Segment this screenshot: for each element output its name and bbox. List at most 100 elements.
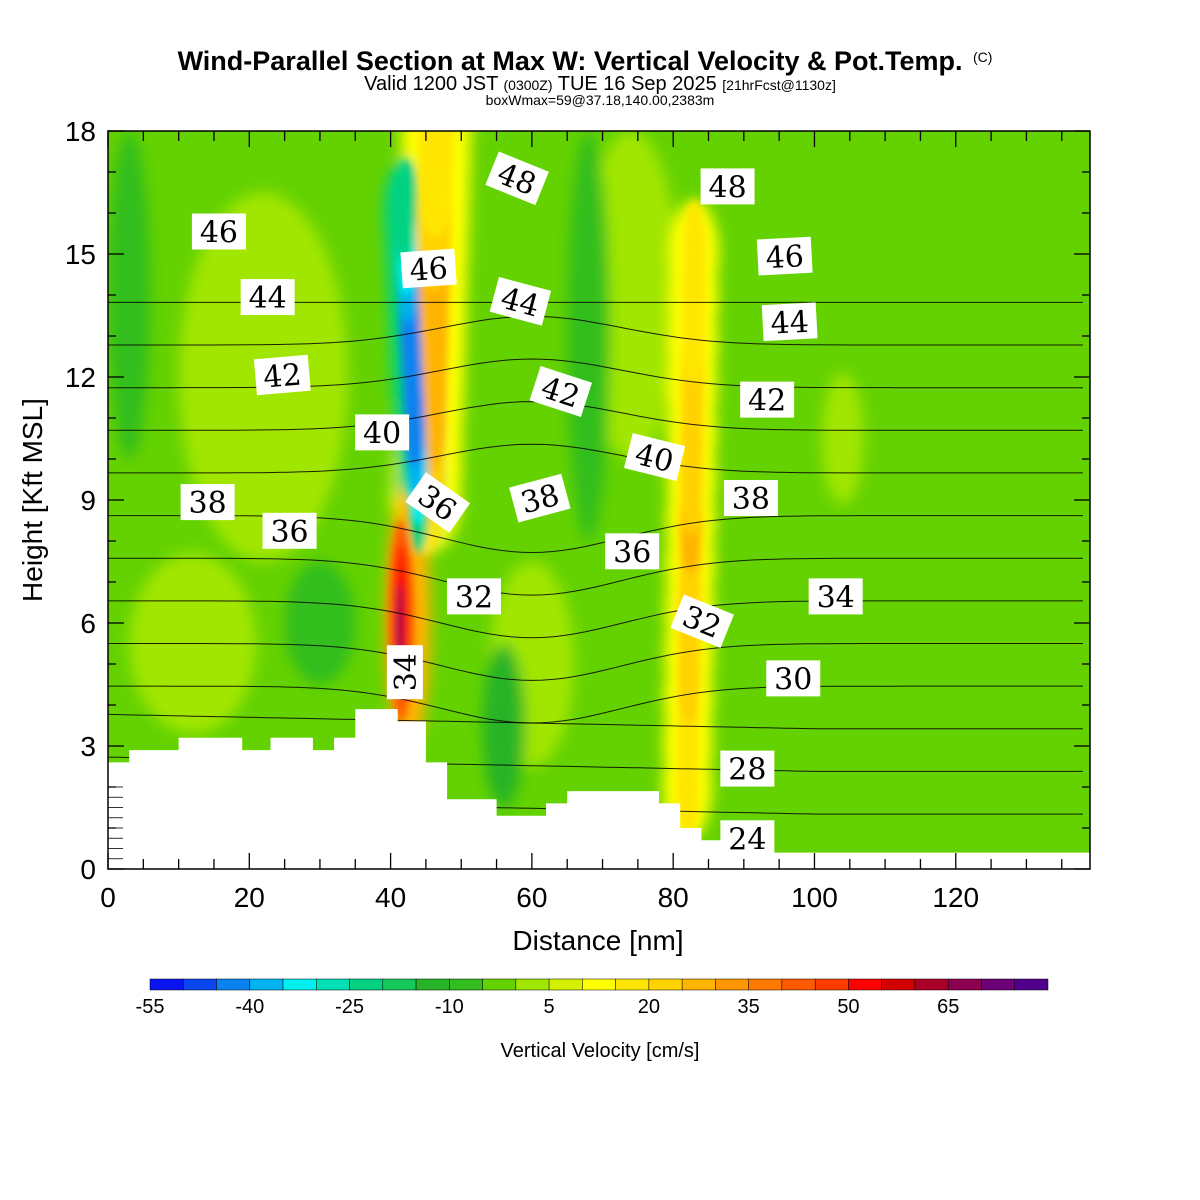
colorbar-swatch: [415, 978, 450, 991]
isentrope-label-box: [191, 213, 246, 250]
isentrope-label-text: 46: [408, 251, 449, 289]
isentrope-label-box: [605, 533, 660, 570]
isentrope-label-box: [485, 151, 549, 206]
y-tick-label: 18: [65, 116, 96, 147]
downdraft-band-segment: [394, 159, 415, 267]
isentrope-38: [108, 557, 1083, 596]
isentrope-label-box: [624, 433, 686, 482]
isentrope-label-box: [446, 578, 501, 615]
isentrope-label-box: [756, 236, 813, 276]
colorbar-swatch: [183, 978, 217, 991]
isentrope-label-box: [405, 472, 471, 533]
vertical-velocity-field: [108, 131, 864, 841]
isentrope-label-text: 46: [200, 216, 238, 251]
isentrope-label-text: 38: [189, 486, 227, 521]
isentrope-label-28: 28: [720, 750, 775, 788]
isentrope-label-box: [400, 248, 457, 289]
isentrope-label-box: [720, 750, 775, 787]
colorbar-label: 35: [738, 996, 760, 1018]
isentrope-label-box: [240, 279, 295, 316]
colorbar-label: 65: [937, 996, 959, 1018]
colorbar: -55 -40 -25 -10 5 20 35 50 65: [136, 978, 1049, 1018]
isentrope-label-40: 40: [355, 414, 410, 451]
colorbar-swatch: [149, 978, 184, 991]
x-tick-label: 100: [791, 882, 838, 913]
colorbar-swatch: [648, 978, 683, 991]
colorbar-label: -25: [335, 996, 364, 1018]
isentrope-label-text: 34: [817, 580, 855, 615]
isentrope-label-32: 32: [446, 578, 501, 615]
isentrope-label-text: 42: [262, 357, 303, 395]
box-max-info: boxWmax=59@37.18,140.00,2383m: [486, 92, 715, 108]
isentrope-label-box: [740, 381, 795, 418]
colorbar-swatch: [981, 978, 1015, 991]
y-tick-label: 15: [65, 239, 96, 270]
isentrope-label-box: [180, 484, 235, 521]
colorbar-swatch: [382, 978, 417, 991]
isentrope-label-text: 48: [708, 170, 746, 205]
isentrope-48: [108, 315, 1083, 346]
isentrope-label-box: [766, 660, 821, 697]
colorbar-swatch: [249, 978, 284, 991]
weak-descent-valley: [482, 643, 525, 808]
isentrope-label-text: 44: [770, 305, 810, 342]
y-tick-label: 9: [80, 485, 96, 516]
isentrope-label-text: 34: [389, 653, 424, 691]
isentrope-label-box: [723, 480, 778, 516]
isentrope-label-42: 42: [253, 354, 311, 396]
isentrope-label-30: 30: [766, 660, 821, 697]
isentrope-label-46: 46: [400, 248, 457, 289]
y-axis-title: Height [Kft MSL]: [17, 398, 48, 602]
x-tick-label: 80: [658, 882, 689, 913]
colorbar-swatch: [781, 978, 816, 991]
isentrope-30: [108, 713, 1083, 730]
isentrope-32: [108, 685, 1083, 724]
y-tick-label: 0: [80, 854, 96, 885]
isentrope-label-46: 46: [756, 236, 813, 276]
isentrope-label-box: [489, 276, 552, 326]
isentrope-label-text: 44: [249, 281, 287, 316]
colorbar-swatch: [748, 978, 783, 991]
x-tick-label: 0: [100, 882, 116, 913]
isentrope-44: [108, 401, 1083, 431]
isentrope-label-36: 36: [262, 512, 317, 550]
isentrope-label-box: [386, 645, 423, 700]
isentrope-label-text: 28: [728, 753, 766, 788]
isentrope-label-38: 38: [723, 480, 778, 517]
colorbar-swatch: [848, 978, 882, 991]
chart-title: Wind-Parallel Section at Max W: Vertical…: [178, 46, 993, 76]
colorbar-label: 5: [544, 996, 555, 1018]
isentrope-label-box: [509, 473, 571, 523]
colorbar-swatch: [1014, 978, 1049, 991]
colorbar-label: 20: [638, 996, 660, 1018]
isentrope-label-38: 38: [180, 484, 235, 521]
isentrope-label-text: 30: [774, 662, 812, 697]
chart-subtitle: Valid 1200 JST (0300Z) TUE 16 Sep 2025 […: [364, 73, 836, 95]
upper-updraft-band-segment: [418, 131, 455, 185]
x-axis-title: Distance [nm]: [512, 925, 683, 956]
colorbar-label: 50: [837, 996, 859, 1018]
isentrope-label-text: 36: [270, 515, 308, 550]
colorbar-swatch: [715, 978, 749, 991]
colorbar-swatch: [216, 978, 251, 991]
isentrope-label-34: 34: [386, 645, 424, 700]
colorbar-swatch: [914, 978, 949, 991]
colorbar-label: -10: [435, 996, 464, 1018]
colorbar-swatch: [548, 978, 583, 991]
isentrope-label-box: [529, 366, 593, 417]
isentrope-label-box: [355, 414, 410, 451]
isentrope-label-text: 36: [613, 535, 651, 570]
isentrope-label-box: [253, 354, 311, 396]
isentrope-label-box: [808, 578, 863, 615]
colorbar-label: -55: [136, 996, 165, 1018]
colorbar-swatch: [515, 978, 550, 991]
isentrope-label-40: 40: [624, 433, 686, 482]
y-tick-label: 12: [65, 362, 96, 393]
isentrope-42: [108, 443, 1083, 474]
x-tick-label: 40: [375, 882, 406, 913]
isentrope-label-44: 44: [240, 279, 295, 316]
colorbar-swatch: [282, 978, 317, 991]
